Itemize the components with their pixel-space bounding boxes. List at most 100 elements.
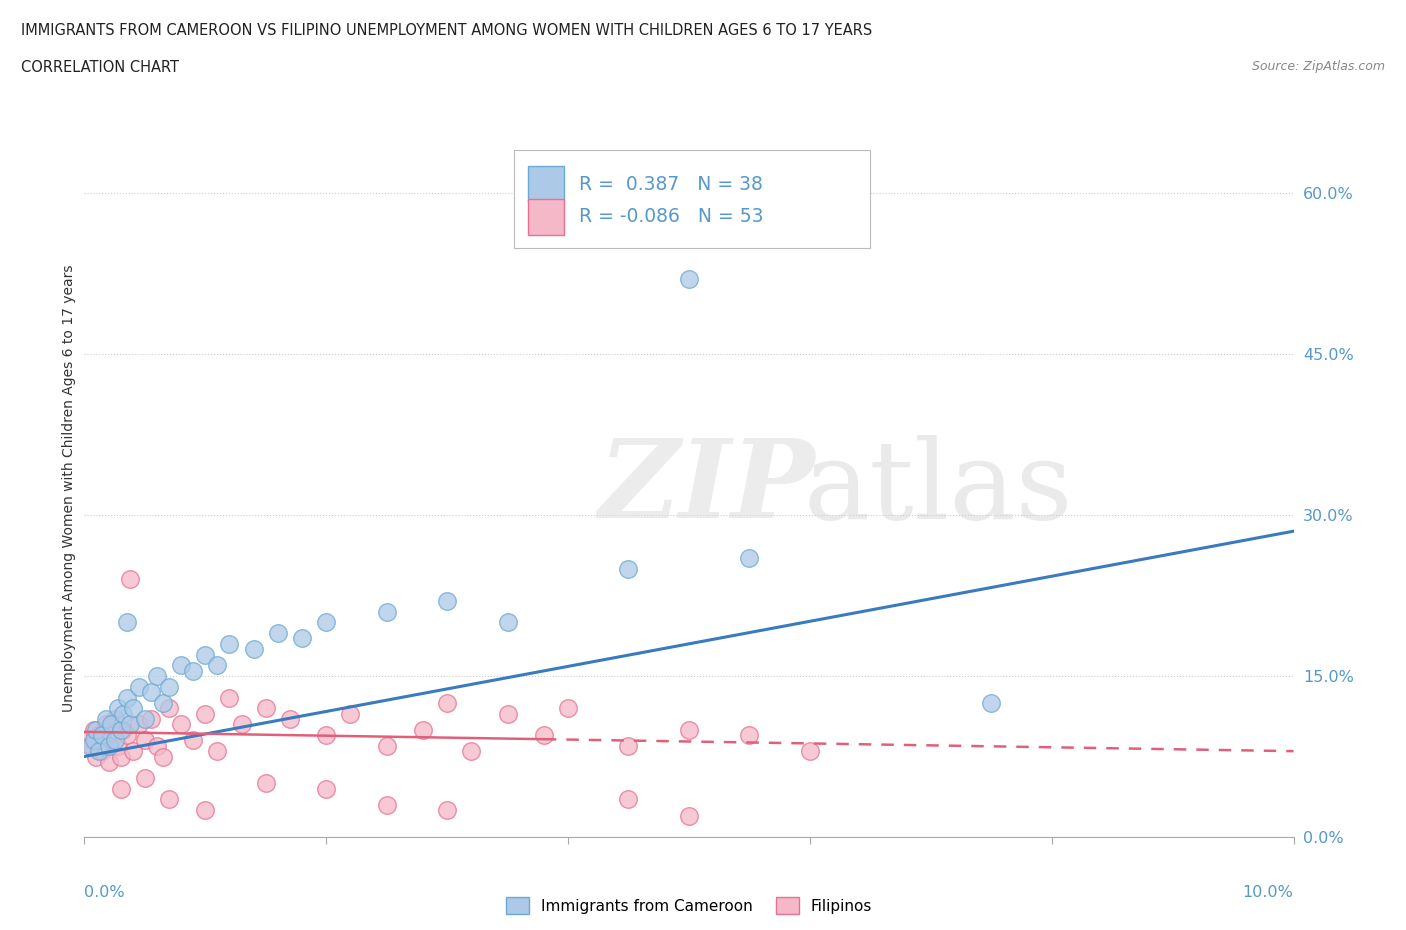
Point xyxy=(980,696,1002,711)
Point xyxy=(617,738,640,753)
Point xyxy=(557,701,579,716)
Point xyxy=(254,776,277,790)
Point xyxy=(496,615,519,630)
Point xyxy=(128,717,150,732)
Point xyxy=(315,727,337,742)
Y-axis label: Unemployment Among Women with Children Ages 6 to 17 years: Unemployment Among Women with Children A… xyxy=(62,264,76,712)
Point xyxy=(112,706,135,721)
Text: CORRELATION CHART: CORRELATION CHART xyxy=(21,60,179,75)
Point xyxy=(91,744,114,759)
Point xyxy=(97,738,120,753)
Point xyxy=(97,754,120,769)
Point xyxy=(112,723,135,737)
Point xyxy=(170,717,193,732)
Point xyxy=(91,727,114,742)
Point xyxy=(120,572,142,587)
Point xyxy=(152,749,174,764)
Point xyxy=(254,701,277,716)
Point xyxy=(194,647,217,662)
Point xyxy=(207,658,229,672)
Point xyxy=(139,711,162,726)
Point xyxy=(107,701,129,716)
Point xyxy=(94,711,117,726)
Point xyxy=(157,792,180,807)
Point xyxy=(218,690,240,705)
Legend: Immigrants from Cameroon, Filipinos: Immigrants from Cameroon, Filipinos xyxy=(499,891,879,920)
Point xyxy=(799,744,821,759)
Point xyxy=(77,733,100,748)
FancyBboxPatch shape xyxy=(529,166,564,203)
Point xyxy=(152,696,174,711)
Point xyxy=(110,749,132,764)
Point xyxy=(104,711,127,726)
Point xyxy=(496,706,519,721)
Point xyxy=(134,711,156,726)
Point xyxy=(94,717,117,732)
Point xyxy=(678,808,700,823)
Point xyxy=(242,642,264,657)
Point xyxy=(146,738,169,753)
Point xyxy=(104,733,127,748)
Point xyxy=(107,738,129,753)
Point xyxy=(115,727,138,742)
Point xyxy=(291,631,314,646)
Point xyxy=(678,272,700,286)
Text: 0.0%: 0.0% xyxy=(84,885,125,900)
Point xyxy=(436,593,458,608)
Point xyxy=(121,744,143,759)
Point xyxy=(460,744,482,759)
Point xyxy=(146,669,169,684)
Point xyxy=(110,781,132,796)
Point xyxy=(128,679,150,694)
FancyBboxPatch shape xyxy=(513,150,870,247)
Point xyxy=(181,733,204,748)
Point xyxy=(115,690,138,705)
Point xyxy=(194,803,217,817)
Point xyxy=(207,744,229,759)
Point xyxy=(100,717,122,732)
Point xyxy=(678,723,700,737)
FancyBboxPatch shape xyxy=(529,199,564,235)
Point xyxy=(267,626,290,641)
Text: Source: ZipAtlas.com: Source: ZipAtlas.com xyxy=(1251,60,1385,73)
Point xyxy=(87,744,110,759)
Point xyxy=(436,696,458,711)
Point xyxy=(218,636,240,651)
Text: R = -0.086   N = 53: R = -0.086 N = 53 xyxy=(579,207,763,226)
Point xyxy=(80,738,103,753)
Point xyxy=(738,727,761,742)
Point xyxy=(115,615,138,630)
Point xyxy=(120,717,142,732)
Point xyxy=(194,706,217,721)
Point xyxy=(134,771,156,786)
Point xyxy=(617,792,640,807)
Point xyxy=(738,551,761,565)
Text: 10.0%: 10.0% xyxy=(1243,885,1294,900)
Point xyxy=(110,723,132,737)
Point xyxy=(412,723,434,737)
Point xyxy=(375,797,398,812)
Point xyxy=(134,733,156,748)
Point xyxy=(83,723,105,737)
Point xyxy=(315,781,337,796)
Point xyxy=(86,749,108,764)
Point xyxy=(121,701,143,716)
Point xyxy=(339,706,361,721)
Point xyxy=(139,684,162,699)
Point xyxy=(231,717,253,732)
Point xyxy=(436,803,458,817)
Point xyxy=(375,738,398,753)
Point xyxy=(100,733,122,748)
Point xyxy=(86,723,108,737)
Text: R =  0.387   N = 38: R = 0.387 N = 38 xyxy=(579,175,763,193)
Text: IMMIGRANTS FROM CAMEROON VS FILIPINO UNEMPLOYMENT AMONG WOMEN WITH CHILDREN AGES: IMMIGRANTS FROM CAMEROON VS FILIPINO UNE… xyxy=(21,23,872,38)
Text: atlas: atlas xyxy=(804,434,1073,542)
Point xyxy=(617,562,640,577)
Point xyxy=(83,733,105,748)
Point xyxy=(157,679,180,694)
Point xyxy=(79,738,101,753)
Point xyxy=(157,701,180,716)
Point xyxy=(533,727,555,742)
Point xyxy=(315,615,337,630)
Point xyxy=(375,604,398,619)
